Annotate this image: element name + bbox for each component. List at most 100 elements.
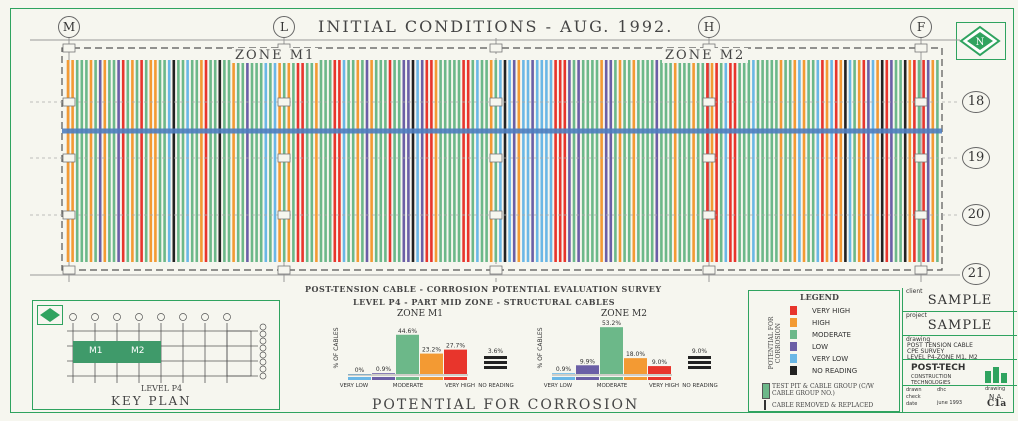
column-marker [702,265,716,275]
drawn-value: dhc [937,387,947,393]
x-label: NO READING [478,383,513,389]
key-plan-zone-m2: M2 [131,346,145,356]
column-marker [62,43,76,53]
key-plan-zone-m1: M1 [89,346,103,356]
project-cell: project SAMPLE [903,312,1017,336]
key-plan: M1 M2 LEVEL P4 KEY PLAN [32,300,280,410]
grid-bubble-19: 19 [962,147,990,169]
column-marker [489,153,503,163]
grid-bubble-l: L [273,16,295,38]
legend-side-label: POTENTIAL FOR CORROSION [768,316,782,370]
bar-no-reading [484,366,507,369]
client-label: client [906,288,923,295]
drawing-no-label: drawing [985,386,1006,392]
drawing-label: drawing [906,336,931,343]
check-value: N.A. [989,393,1004,401]
bar-low [576,365,599,374]
drawing-title: INITIAL CONDITIONS - AUG. 1992. [318,17,674,36]
bar-no-reading [688,366,711,369]
north-arrow-icon: N [956,22,1006,60]
legend-label-very-high: VERY HIGH [812,307,851,315]
svg-text:N: N [976,37,985,48]
bar-value-label: 23.2% [422,347,441,354]
chart-ylabel: % OF CABLES [537,327,544,368]
project-label: project [906,312,927,319]
corrosion-charts: ZONE M1 % OF CABLES 0% 0.9% 44.6% 23.2% 27.7% 3… [333,309,718,389]
column-marker [489,265,503,275]
chart-footer: POTENTIAL FOR CORROSION [372,397,640,413]
x-label: MODERATE [597,383,628,389]
company-name: POST-TECH [911,363,966,373]
bar-value-label: 0% [355,367,365,374]
axis-color-strip [648,377,671,380]
key-plan-logo-icon [37,305,63,325]
project-value: SAMPLE [927,318,993,333]
bar-very-low [552,373,575,374]
grid-bubble-21: 21 [962,263,990,285]
drawing-line-3: LEVEL P4-ZONE M1, M2 [907,354,978,361]
legend-swatch-very-low [790,354,797,363]
axis-color-strip [600,377,623,380]
column-marker [914,265,928,275]
column-marker [62,97,76,107]
date-label: date [906,401,918,407]
survey-title: POST-TENSION CABLE - CORROSION POTENTIAL… [305,284,662,294]
column-marker [62,153,76,163]
bar-very-low [348,374,371,375]
zone-label-m2: ZONE M2 [662,48,749,63]
x-label: VERY HIGH [649,383,679,389]
key-plan-title: KEY PLAN [111,394,192,408]
bar-no-reading [688,361,711,364]
bar-value-label: 9.0% [692,348,708,355]
test-pit-icon [762,383,770,399]
bar-low [372,373,395,374]
grid-bubble-20: 20 [962,204,990,226]
legend-label-low: LOW [812,343,829,351]
bar-value-label: 18.0% [626,351,645,358]
company-logo-icon [983,363,1011,383]
bar-moderate [396,334,419,374]
chart-title: ZONE M1 [397,309,443,319]
column-marker [914,210,928,220]
cable-removed-icon [764,400,766,410]
drawn-label: drawn [906,387,922,393]
date-value: june 1993 [937,400,963,406]
legend-label-no-reading: NO READING [812,367,858,375]
bar-no-reading [484,356,507,359]
chart-ylabel: % OF CABLES [333,327,340,368]
drawn-row: drawn dhc check N.A. date june 1993 draw… [903,386,1017,412]
column-marker [914,97,928,107]
legend [748,290,900,412]
bar-value-label: 9.0% [652,359,668,366]
legend-swatch-low [790,342,797,351]
bar-value-label: 53.2% [602,320,621,327]
grid-bubble-18: 18 [962,91,990,113]
column-marker [489,210,503,220]
bar-value-label: 27.7% [446,343,465,350]
x-label: VERY LOW [544,383,573,389]
company-cell: POST-TECH CONSTRUCTION TECHNOLOGIES [903,360,1017,386]
legend-swatch-very-high [790,306,797,315]
bar-value-label: 0.9% [556,366,572,373]
column-marker [277,97,291,107]
legend-title: LEGEND [800,292,839,302]
axis-color-strip [372,377,395,380]
drawing-cell: drawing POST TENSION CABLE CPE SURVEY LE… [903,336,1017,361]
axis-color-strip [576,377,599,380]
axis-color-strip [348,377,371,380]
sheet-border [10,8,1014,413]
axis-color-strip [420,377,443,380]
bar-value-label: 3.6% [488,348,504,355]
client-cell: client SAMPLE [903,288,1017,312]
bar-high [624,358,647,374]
bar-no-reading [688,356,711,359]
column-marker [702,153,716,163]
column-marker [702,97,716,107]
bar-very-high [444,349,467,374]
bar-no-reading [484,361,507,364]
legend-removed: CABLE REMOVED & REPLACED [772,402,874,409]
column-marker [914,43,928,53]
column-marker [277,265,291,275]
axis-color-strip [552,377,575,380]
